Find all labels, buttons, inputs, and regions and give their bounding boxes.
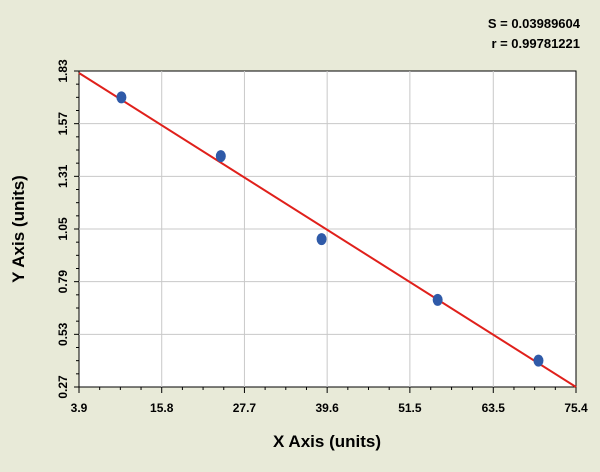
data-point — [432, 293, 443, 306]
x-axis-label: X Axis (units) — [273, 432, 381, 451]
x-tick-label: 39.6 — [315, 401, 339, 415]
x-tick-label: 75.4 — [564, 401, 588, 415]
x-tick-label: 51.5 — [398, 401, 422, 415]
data-point — [533, 354, 544, 367]
r-value: r = 0.99781221 — [491, 36, 580, 51]
y-tick-label: 1.05 — [56, 217, 70, 241]
x-tick-label: 27.7 — [233, 401, 257, 415]
x-tick-label: 63.5 — [482, 401, 506, 415]
s-value: S = 0.03989604 — [487, 16, 580, 31]
x-axis: 3.9 15.8 27.7 39.6 51.5 63.5 75.4 — [71, 387, 588, 415]
fit-statistics: S = 0.03989604 r = 0.99781221 — [488, 14, 580, 54]
y-tick-label: 0.79 — [56, 270, 70, 294]
data-point — [116, 91, 127, 104]
y-axis: 0.27 0.53 0.79 1.05 1.31 1.57 1.83 — [56, 59, 79, 399]
data-points — [116, 91, 544, 367]
y-tick-label: 1.57 — [56, 112, 70, 136]
y-tick-label: 1.31 — [56, 164, 70, 188]
data-point — [316, 233, 327, 246]
data-point — [215, 150, 226, 163]
y-tick-label: 0.53 — [56, 322, 70, 346]
y-tick-label: 1.83 — [56, 59, 70, 83]
y-tick-label: 0.27 — [56, 375, 70, 399]
x-tick-label: 15.8 — [150, 401, 174, 415]
fit-line — [78, 72, 577, 388]
x-tick-label: 3.9 — [71, 401, 88, 415]
y-axis-label: Y Axis (units) — [9, 175, 28, 283]
